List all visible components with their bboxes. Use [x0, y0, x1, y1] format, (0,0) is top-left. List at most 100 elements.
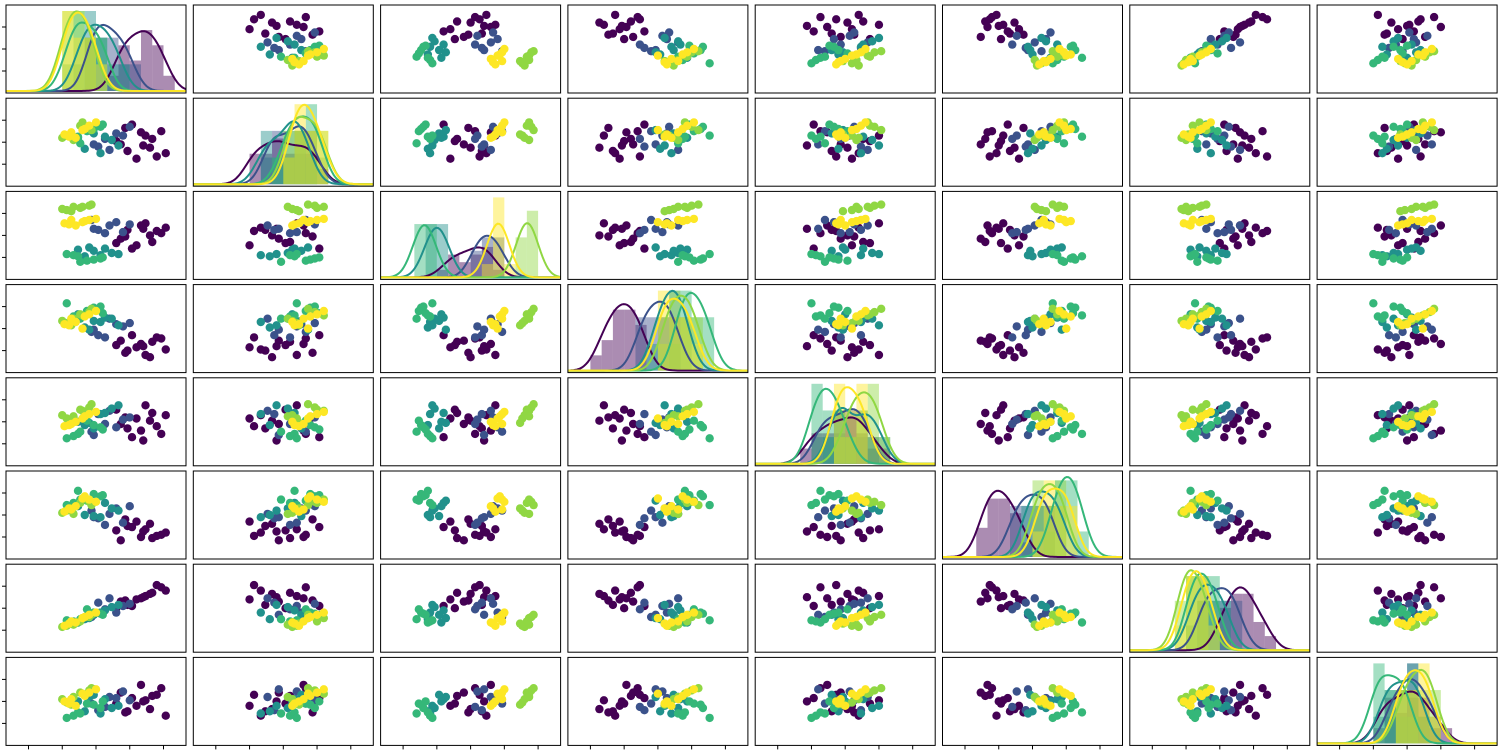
scatter-point [617, 436, 627, 445]
histogram-bar [845, 437, 857, 464]
scatter-point [479, 45, 489, 55]
scatter-point [1389, 254, 1398, 263]
scatter-point [985, 15, 994, 24]
scatter-point [1046, 317, 1055, 327]
scatter-point [263, 594, 272, 603]
histogram-bar [1055, 505, 1067, 557]
scatter-point [1055, 44, 1064, 54]
panel [192, 190, 374, 280]
scatter-point [705, 434, 714, 443]
scatter-point [315, 253, 324, 262]
scatter-point [145, 231, 155, 240]
histogram-bar [867, 448, 879, 464]
scatter-point [270, 409, 279, 419]
scatter-point [994, 593, 1003, 602]
scatter-point [651, 243, 660, 252]
scatter-point [816, 486, 825, 495]
scatter-point [1235, 145, 1245, 155]
scatter-point [107, 703, 116, 713]
scatter-point [865, 203, 875, 213]
scatter-point [635, 15, 645, 24]
scatter-point [112, 129, 121, 138]
panel-frame [380, 470, 562, 560]
scatter-point [1057, 243, 1066, 252]
scatter-point [1387, 353, 1396, 362]
scatter-point [139, 593, 148, 602]
scatter-point [118, 131, 128, 140]
panel [1129, 284, 1311, 374]
scatter-point [256, 42, 265, 51]
scatter-point [1059, 139, 1069, 148]
scatter-point [263, 314, 272, 323]
histogram-bar [867, 383, 879, 464]
scatter-point [127, 433, 137, 442]
scatter-point [820, 495, 830, 504]
scatter-point [288, 54, 297, 64]
panel-frame [192, 4, 374, 94]
scatter-point [1427, 306, 1437, 316]
scatter-point [1398, 327, 1407, 337]
scatter-point [1193, 427, 1202, 436]
histogram-bar [1043, 505, 1055, 557]
scatter-point [667, 502, 676, 511]
panel [942, 190, 1123, 280]
scatter-point [1244, 416, 1254, 425]
scatter-point [486, 145, 496, 155]
scatter-point [1384, 331, 1394, 340]
scatter-point [1251, 711, 1261, 720]
scatter-point [1402, 593, 1412, 602]
scatter-point [303, 494, 313, 503]
scatter-point [292, 713, 301, 723]
scatter-point [1429, 12, 1439, 22]
scatter-point [249, 580, 259, 590]
scatter-point [112, 526, 121, 535]
scatter-point [996, 604, 1006, 613]
scatter-point [816, 12, 825, 22]
scatter-point [136, 128, 146, 137]
scatter-point [705, 616, 714, 625]
scatter-point [1418, 494, 1428, 503]
scatter-point [1188, 419, 1198, 429]
scatter-point [653, 689, 663, 698]
scatter-point [473, 687, 482, 696]
scatter-point [1014, 241, 1024, 250]
histogram-bar [317, 157, 329, 185]
scatter-point [118, 687, 128, 696]
scatter-point [1420, 310, 1430, 319]
scatter-point [992, 586, 1001, 595]
histogram-bar [260, 157, 273, 185]
scatter-point [428, 131, 437, 140]
scatter-point [1003, 433, 1012, 442]
scatter-point [112, 218, 121, 227]
scatter-point [312, 610, 322, 619]
scatter-point [301, 583, 310, 592]
scatter-point [1251, 223, 1261, 232]
histogram-bar [305, 130, 318, 185]
scatter-point [319, 407, 328, 417]
histogram-bar [1407, 716, 1419, 744]
scatter-point [290, 606, 299, 615]
scatter-point [515, 56, 525, 66]
scatter-point [673, 695, 683, 704]
scatter-point [1369, 249, 1378, 259]
scatter-point [249, 531, 259, 541]
scatter-point [1251, 10, 1261, 20]
scatter-point [685, 253, 694, 262]
scatter-point [1030, 38, 1039, 47]
scatter-point [475, 580, 484, 590]
scatter-point [868, 602, 877, 612]
panel-frame [942, 4, 1123, 94]
histogram-bar [73, 11, 85, 91]
scatter-point [1190, 299, 1200, 308]
scatter-point [89, 420, 98, 430]
scatter-point [1190, 434, 1200, 443]
scatter-point [98, 610, 107, 619]
scatter-point [1244, 231, 1254, 240]
scatter-point [705, 131, 714, 140]
scatter-point [847, 613, 857, 623]
scatter-point [689, 214, 699, 224]
panel-frame [942, 656, 1123, 746]
scatter-point [802, 141, 812, 150]
scatter-point [274, 685, 283, 694]
scatter-point [412, 139, 421, 148]
